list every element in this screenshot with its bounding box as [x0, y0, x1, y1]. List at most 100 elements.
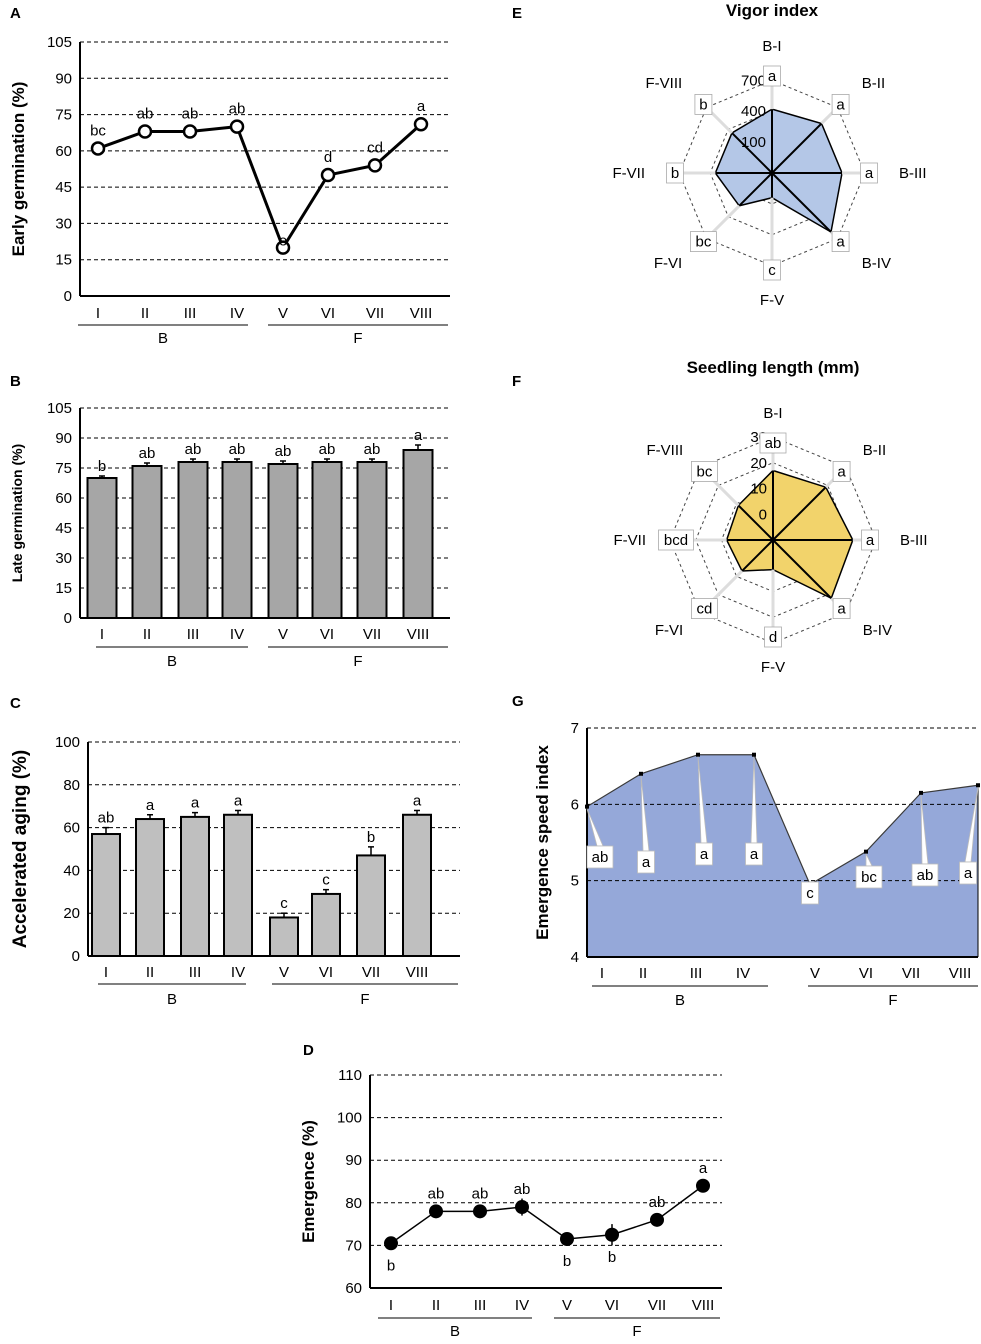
y-tick-label: 4: [571, 949, 579, 966]
data-point-viii: [413, 116, 429, 132]
x-tick-label-viii: VIII: [407, 626, 430, 643]
y-tick-label: 70: [345, 1237, 362, 1254]
significance-letter: ab: [229, 101, 246, 118]
axis-label-b-iii: B-III: [899, 165, 927, 182]
significance-letter: a: [768, 68, 777, 85]
y-tick-label: 100: [55, 734, 80, 751]
significance-letter: a: [234, 792, 243, 809]
significance-letter: c: [806, 885, 814, 902]
y-tick-label: 80: [345, 1195, 362, 1212]
data-point-iii: [182, 124, 198, 139]
x-tick-label-ii: II: [143, 626, 151, 643]
significance-letter: ab: [472, 1185, 489, 1202]
data-point-iv: [515, 1200, 529, 1215]
axis-label-b-iv: B-IV: [862, 255, 891, 272]
x-tick-label-ii: II: [639, 965, 647, 982]
callout-box: [763, 259, 781, 281]
radar-area: [714, 108, 843, 234]
x-tick-label-viii: VIII: [406, 964, 429, 981]
callout-box: [759, 432, 787, 454]
bar-viii: [402, 449, 434, 619]
significance-letter: e: [279, 233, 287, 250]
x-tick-label-iii: III: [184, 305, 197, 322]
y-tick-label: 60: [345, 1280, 362, 1297]
y-tick-label: 45: [55, 520, 72, 537]
significance-letter: a: [191, 795, 200, 812]
y-axis-title: Emergence speed index: [533, 745, 552, 940]
group-label-b: B: [167, 653, 177, 670]
bar-viii: [402, 813, 432, 958]
significance-letter: b: [563, 1253, 571, 1270]
data-point-ii: [429, 1204, 443, 1219]
x-tick-label-iv: IV: [231, 964, 245, 981]
x-tick-label-vii: VII: [648, 1297, 666, 1314]
axis-label-f-v: F-V: [760, 292, 784, 309]
bar-vii: [356, 854, 386, 957]
data-point-i: [384, 1236, 398, 1251]
significance-letter: bcd: [664, 532, 688, 549]
significance-letter: bc: [861, 869, 877, 886]
significance-letter: a: [146, 797, 155, 814]
x-tick-label-iii: III: [187, 626, 200, 643]
significance-letter: bc: [696, 463, 712, 480]
significance-letter: ab: [182, 106, 199, 123]
group-label-b: B: [158, 330, 168, 347]
group-label-f: F: [632, 1323, 641, 1339]
data-point-viii: [696, 1178, 710, 1193]
data-point-vi: [864, 849, 868, 854]
y-tick-label: 30: [55, 215, 72, 232]
data-point-iii: [473, 1204, 487, 1219]
bar-vi: [311, 892, 341, 958]
callout-box: [763, 65, 781, 87]
y-tick-label: 80: [63, 777, 80, 794]
y-tick-label: 105: [47, 34, 72, 51]
bar-i: [86, 477, 118, 619]
significance-letter: cd: [696, 601, 712, 618]
significance-letter: a: [836, 234, 845, 251]
callout-box: [855, 865, 883, 889]
callout-box: [801, 881, 819, 905]
y-tick-label: 60: [55, 143, 72, 160]
y-tick-label: 0: [64, 610, 72, 627]
significance-letter: ab: [649, 1194, 666, 1211]
ring-label: 400: [741, 103, 766, 120]
significance-letter: b: [671, 165, 679, 182]
bar-ii: [135, 818, 165, 957]
significance-letter: b: [699, 96, 707, 113]
ring-label: 0: [759, 506, 767, 523]
chart-title: Seedling length (mm): [687, 358, 860, 377]
axis-label-b-iv: B-IV: [863, 622, 892, 639]
y-tick-label: 20: [63, 905, 80, 922]
callout-box: [911, 863, 939, 887]
significance-letter: c: [322, 872, 330, 889]
callout-box: [832, 461, 851, 482]
x-tick-label-viii: VIII: [410, 305, 433, 322]
callout-box: [959, 861, 977, 885]
callout-box: [666, 162, 684, 184]
x-tick-label-iv: IV: [230, 626, 244, 643]
significance-letter: a: [837, 463, 846, 480]
data-point-vi: [605, 1227, 619, 1242]
significance-letter: ab: [98, 810, 115, 827]
y-tick-label: 60: [63, 820, 80, 837]
data-point-iv: [752, 752, 756, 757]
significance-letter: a: [642, 854, 651, 871]
axis-label-b-ii: B-II: [862, 75, 885, 92]
data-point-vi: [320, 167, 336, 183]
significance-letter: ab: [139, 445, 156, 462]
data-point-iii: [696, 752, 700, 757]
data-point-vii: [650, 1212, 664, 1227]
group-label-b: B: [167, 991, 177, 1008]
callout-box: [695, 842, 713, 866]
x-tick-label-viii: VIII: [692, 1297, 715, 1314]
group-label-f: F: [353, 653, 362, 670]
y-tick-label: 5: [571, 873, 579, 890]
x-tick-label-v: V: [810, 965, 820, 982]
y-axis-title: Early germination (%): [9, 82, 28, 257]
significance-letter: d: [769, 629, 777, 646]
significance-letter: ab: [428, 1185, 445, 1202]
